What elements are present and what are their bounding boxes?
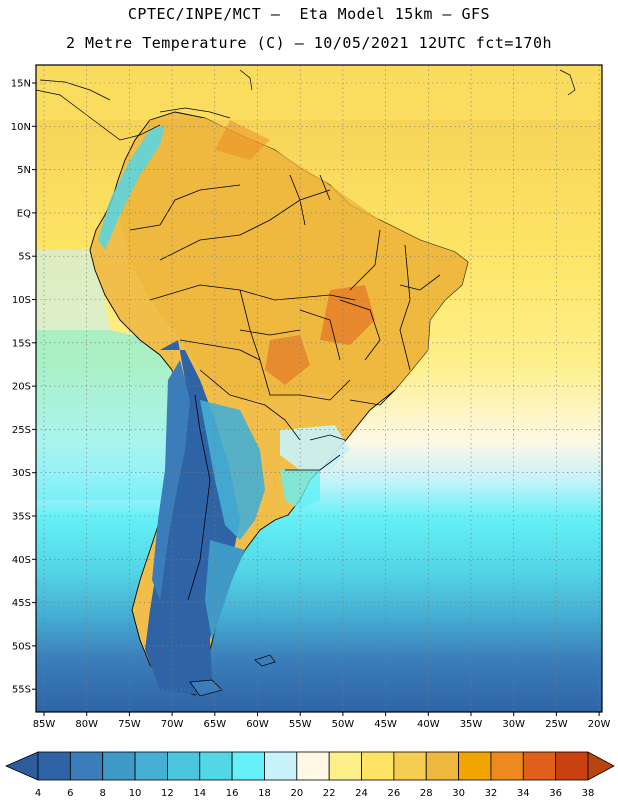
latitude-label: 45S	[12, 598, 31, 609]
longitude-label: 25W	[545, 719, 568, 730]
colorbar: 4 6 8 10 12 14 16 18 20 22 24 26 28 30 32 34 36 38	[5, 751, 615, 799]
map-plot-area	[36, 65, 602, 712]
map-frame	[35, 64, 603, 713]
latitude-label: 30S	[12, 468, 31, 479]
colorbar-tick-label: 24	[355, 788, 368, 799]
longitude-label: 45W	[374, 719, 397, 730]
colorbar-tick-label: 8	[100, 788, 106, 799]
colorbar-tick-label: 38	[582, 788, 595, 799]
longitude-label: 70W	[161, 719, 184, 730]
longitude-label: 35W	[460, 719, 483, 730]
colorbar-tick-label: 34	[517, 788, 530, 799]
latitude-label: 25S	[12, 425, 31, 436]
colorbar-segment	[458, 751, 492, 781]
longitude-label: 40W	[417, 719, 440, 730]
chart-title-line2: 2 Metre Temperature (C) – 10/05/2021 12U…	[65, 34, 553, 52]
latitude-label: 5N	[17, 165, 31, 176]
longitude-label: 60W	[246, 719, 269, 730]
colorbar-segment	[361, 751, 395, 781]
colorbar-segment	[199, 751, 233, 781]
colorbar-tick-label: 22	[323, 788, 336, 799]
country-borders	[129, 174, 441, 601]
colorbar-tick-label: 12	[161, 788, 174, 799]
longitude-label: 30W	[502, 719, 525, 730]
colorbar-tick-label: 32	[485, 788, 498, 799]
colorbar-segment	[134, 751, 168, 781]
colorbar-segment	[296, 751, 330, 781]
colorbar-tick-label: 36	[549, 788, 562, 799]
latitude-axis: 15N 10N 5N EQ 5S 10S 15S 20S 25S 30S 35S 40S 45S 50S 5…	[11, 79, 36, 696]
longitude-label: 50W	[332, 719, 355, 730]
longitude-label: 80W	[75, 719, 98, 730]
islands	[189, 654, 276, 697]
colorbar-segment	[69, 751, 104, 781]
latitude-label: 55S	[12, 685, 31, 696]
longitude-label: 20W	[588, 719, 611, 730]
colorbar-tick-label: 30	[452, 788, 465, 799]
longitude-axis: 85W 80W 75W 70W 65W 60W 55W 50W 45W 40W 35W 30W 25W 2…	[33, 712, 611, 730]
colorbar-tick-label: 28	[420, 788, 433, 799]
colorbar-tick-label: 26	[388, 788, 401, 799]
colorbar-low-arrow	[5, 751, 39, 781]
latitude-label: 50S	[12, 641, 31, 652]
longitude-label: 75W	[118, 719, 141, 730]
colorbar-segment	[328, 751, 362, 781]
colorbar-tick-label: 16	[226, 788, 239, 799]
longitude-label: 85W	[33, 719, 56, 730]
longitude-label: 65W	[203, 719, 226, 730]
colorbar-segment	[37, 751, 71, 781]
colorbar-tick-label: 14	[193, 788, 206, 799]
longitude-label: 55W	[289, 719, 312, 730]
latitude-label: 10N	[11, 122, 31, 133]
colorbar-tick-label: 18	[258, 788, 271, 799]
colorbar-segment	[167, 751, 201, 781]
colorbar-tick-label: 20	[290, 788, 303, 799]
latitude-label: 35S	[12, 512, 31, 523]
colorbar-segment	[264, 751, 298, 781]
latitude-label: 15N	[11, 79, 31, 90]
latitude-label: 5S	[18, 252, 31, 263]
latitude-label: EQ	[17, 208, 31, 219]
chart-title-line1: CPTEC/INPE/MCT – Eta Model 15km – GFS	[127, 5, 491, 23]
colorbar-segment	[393, 751, 427, 781]
colorbar-tick-label: 4	[35, 788, 41, 799]
colorbar-tick-label: 6	[67, 788, 73, 799]
latitude-label: 15S	[12, 338, 31, 349]
colorbar-segment	[522, 751, 557, 781]
colorbar-segment	[425, 751, 459, 781]
latitude-label: 10S	[12, 295, 31, 306]
latitude-label: 20S	[12, 382, 31, 393]
colorbar-segment	[490, 751, 524, 781]
colorbar-segment	[102, 751, 136, 781]
colorbar-high-arrow	[587, 751, 615, 781]
colorbar-segment	[555, 751, 589, 781]
latitude-label: 40S	[12, 555, 31, 566]
colorbar-segment	[231, 751, 265, 781]
colorbar-tick-label: 10	[129, 788, 142, 799]
